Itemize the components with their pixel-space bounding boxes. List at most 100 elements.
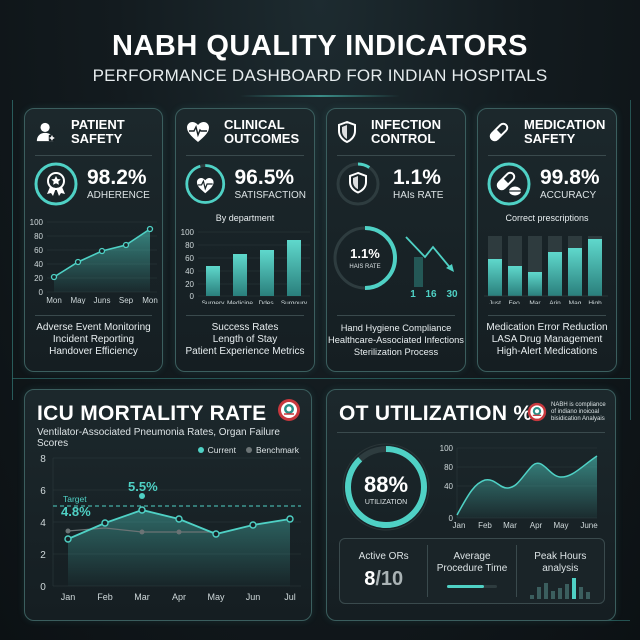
card-patient-safety: PATIENT SAFETY 98.2% ADHERENCE 100 80 60 40 2… [24,108,163,372]
svg-text:Mar: Mar [134,592,150,602]
nabh-badge-text: NABH is compliance of indiano inoicoal bis… [551,402,606,422]
bar-chart-by-department: By department 100 80 60 40 20 0 Surgery Medici… [181,213,310,307]
card-title-line1: MEDICATION [524,117,606,132]
icu-title: ICU MORTALITY RATE [37,402,267,425]
svg-text:100: 100 [181,228,195,237]
legend-current: Current [197,445,236,455]
divider [488,155,606,156]
utilization-gauge: 88% UTILIZATION [342,443,430,531]
svg-text:Arin: Arin [549,300,561,304]
divider [35,155,152,156]
svg-text:Juns: Juns [94,296,111,304]
footer-item: Length of Stay [212,334,278,345]
kpi-label: ACCURACY [540,190,597,201]
header-glow-divider [240,95,400,97]
kpi-value: 99.8% [540,166,600,189]
card-title-line2: SAFETY [71,131,123,146]
gauge-value: 88% [364,472,408,497]
svg-text:Mon: Mon [142,296,158,304]
svg-text:Jul: Jul [284,592,296,602]
pill-capsule-icon [489,122,509,142]
footer-item: Hand Hygiene Compliance [340,323,452,333]
svg-text:Medicine: Medicine [227,300,253,304]
circuit-line [600,620,630,621]
stat-label: Procedure Time [436,563,508,574]
footer-item: Medication Error Reduction [486,322,608,333]
svg-text:100: 100 [30,218,44,227]
page-subtitle: PERFORMANCE DASHBOARD FOR INDIAN HOSPITA… [92,66,548,85]
gauge-label: HAIS RATE [349,264,380,270]
svg-text:Apr: Apr [172,592,186,602]
card-infection-control: INFECTION CONTROL 1.1% HAIs RATE 1.1% HAI… [326,108,466,372]
target-label: Target [63,494,87,504]
chart-title: Correct prescriptions [505,213,589,223]
stat-peak-hours: Peak Hours analysis [517,545,604,599]
nabh-badge-icon [527,402,547,422]
svg-text:0: 0 [449,514,454,523]
card-medication-safety: MEDICATION SAFETY 99.8% ACCURACY Correct … [477,108,617,372]
card-title-line2: OUTCOMES [224,131,300,146]
circuit-line [630,100,631,420]
svg-text:2: 2 [40,550,46,561]
kpi-value: 98.2% [87,166,147,189]
svg-text:20: 20 [185,280,194,289]
divider [337,155,455,156]
panel-icu-mortality: ICU MORTALITY RATE Ventilator-Associated… [24,389,312,621]
svg-text:8: 8 [40,454,46,465]
gauge-value: 1.1% [350,246,380,261]
trend-label: 30 [446,289,458,300]
footer-item: High-Alert Medications [496,346,598,357]
svg-text:Sep: Sep [119,296,134,304]
svg-text:Feb: Feb [478,521,492,530]
chart-legend: Current Benchmark [197,445,299,455]
svg-text:60: 60 [34,246,43,255]
card-title-line2: SAFETY [524,131,576,146]
svg-text:Just: Just [489,300,501,304]
divider [337,432,605,433]
peak-hours-mini-bars [530,578,591,599]
svg-text:4: 4 [40,518,46,529]
svg-text:June: June [580,521,598,530]
svg-text:High: High [588,300,602,304]
pills-icon [487,162,531,206]
progress-bar [446,585,497,588]
bar-chart-correct-prescriptions: Correct prescriptions Just Feo. Mar Arin Mag… [484,213,608,307]
svg-text:6: 6 [40,486,46,497]
trend-label: 16 [425,289,437,300]
circuit-line [12,100,13,400]
ot-stats-bar: Active ORs 8/10 Average Procedure Time P… [339,538,605,604]
annotation-4-8: 4.8% [61,504,91,519]
svg-text:Ddes.: Ddes. [259,300,276,304]
footer-item: Sterilization Process [353,347,439,357]
svg-text:May: May [70,296,85,304]
footer-item: LASA Drug Management [491,334,603,345]
legend-benchmark: Benchmark [246,445,299,455]
svg-text:80: 80 [444,463,453,472]
footer-item: Adverse Event Monitoring [36,322,151,333]
footer-item: Handover Efficiency [49,346,138,357]
line-chart-patient-safety: 100 80 60 40 20 0 Mon May Juns Sep Mon [30,218,158,305]
trend-label: 1 [410,289,416,300]
svg-text:May: May [553,521,568,530]
svg-text:Feb: Feb [97,592,113,602]
shield-icon [338,121,356,143]
svg-text:80: 80 [34,232,43,241]
stat-active-ors: Active ORs 8/10 [340,545,429,597]
svg-text:80: 80 [185,241,194,250]
svg-text:Feo.: Feo. [508,300,521,304]
kpi-value: 1.1% [393,166,441,189]
svg-text:Apr: Apr [530,521,543,530]
stat-label: Average [453,551,491,562]
nabh-badge-icon [278,399,300,421]
ot-title: OT UTILIZATION % [339,402,533,425]
svg-text:Mar: Mar [529,300,541,304]
stat-total: /10 [375,568,404,590]
kpi-label: ADHERENCE [87,190,150,201]
icu-line-chart: 8 6 4 2 0 Target 4.8% 5.5% Jan Feb Mar Apr M… [40,454,301,602]
card-title-line2: CONTROL [371,131,436,146]
shield-icon [336,162,380,206]
svg-text:Mon: Mon [46,296,62,304]
svg-text:40: 40 [444,482,453,491]
footer-item: Success Rates [211,322,279,333]
divider [488,315,606,316]
